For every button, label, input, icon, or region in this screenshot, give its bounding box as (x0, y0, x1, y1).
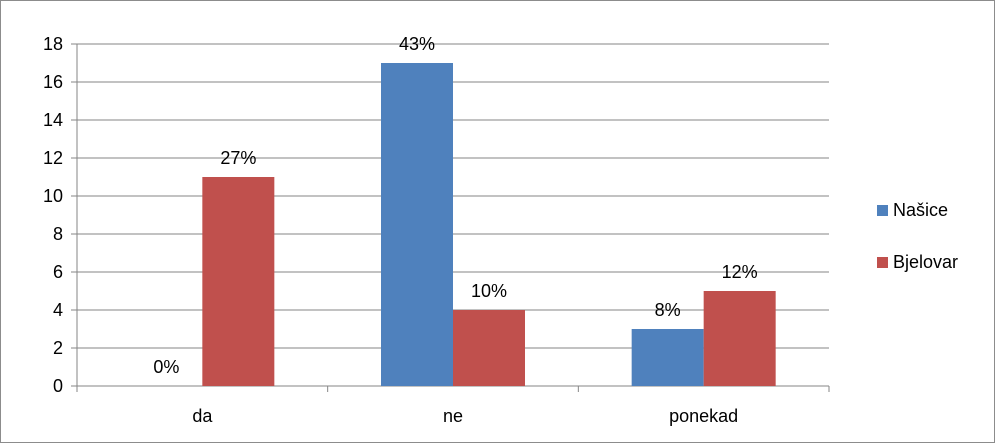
y-tick-label: 2 (53, 338, 63, 358)
data-label: 8% (655, 300, 681, 320)
data-label: 12% (722, 262, 758, 282)
y-tick-label: 4 (53, 300, 63, 320)
data-label: 0% (153, 357, 179, 377)
data-label: 43% (399, 34, 435, 54)
x-tick-label: ponekad (669, 406, 738, 426)
bar-bjelovar-ne (453, 310, 525, 386)
y-tick-label: 0 (53, 376, 63, 396)
legend-swatch (877, 257, 888, 268)
x-tick-label: da (192, 406, 213, 426)
y-tick-label: 16 (43, 72, 63, 92)
data-label: 27% (220, 148, 256, 168)
y-tick-label: 6 (53, 262, 63, 282)
y-tick-label: 8 (53, 224, 63, 244)
bar-naice-ne (381, 63, 453, 386)
bar-naice-ponekad (631, 329, 704, 386)
legend-swatch (877, 205, 888, 216)
bar-bjelovar-ponekad (703, 291, 776, 386)
x-tick-label: ne (443, 406, 463, 426)
bar-bjelovar-da (202, 177, 275, 386)
y-tick-label: 14 (43, 110, 63, 130)
legend-label: Našice (893, 200, 948, 220)
data-label: 10% (471, 281, 507, 301)
y-tick-label: 18 (43, 34, 63, 54)
y-tick-label: 12 (43, 148, 63, 168)
legend-label: Bjelovar (893, 252, 958, 272)
y-tick-label: 10 (43, 186, 63, 206)
